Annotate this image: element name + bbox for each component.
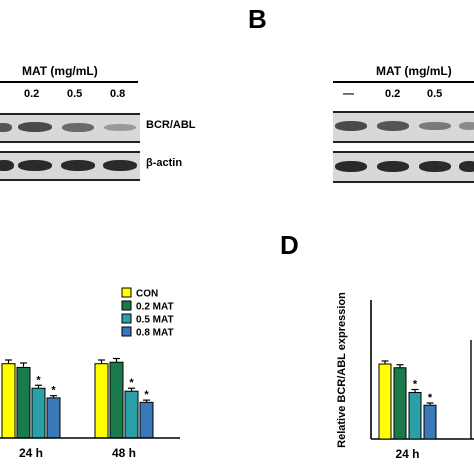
legend-swatch bbox=[121, 326, 132, 337]
blot-band bbox=[0, 123, 12, 132]
chart-bars: ** bbox=[378, 360, 437, 440]
panel-label-b: B bbox=[248, 4, 267, 34]
legend-swatch bbox=[121, 300, 132, 311]
legend-label: CON bbox=[136, 289, 158, 300]
blot-band bbox=[0, 160, 14, 171]
x-tick-label: 24 h bbox=[395, 447, 419, 461]
right-blot-header-line bbox=[333, 81, 474, 83]
significance-marker: * bbox=[428, 392, 433, 404]
left-lane-label: 0.8 bbox=[110, 88, 126, 100]
left-beta-actin-blot bbox=[0, 151, 140, 181]
right-bcr-abl-blot bbox=[333, 111, 474, 143]
bar bbox=[124, 390, 139, 439]
blot-band bbox=[419, 161, 451, 172]
right-beta-actin-blot bbox=[333, 151, 474, 183]
bar bbox=[139, 401, 154, 439]
x-tick-labels: 24 h 48 h bbox=[19, 446, 136, 460]
blot-band bbox=[103, 160, 137, 171]
protein-label-bcr-abl: BCR/ABL bbox=[146, 119, 196, 131]
significance-marker: * bbox=[51, 385, 56, 397]
right-lane-label: 0.5 bbox=[427, 88, 443, 100]
right-lane-label: 0.2 bbox=[385, 88, 401, 100]
left-blot-header-line bbox=[0, 81, 138, 83]
protein-label-beta-actin: β-actin bbox=[146, 157, 183, 169]
bar bbox=[16, 366, 31, 439]
blot-band bbox=[459, 122, 474, 130]
chart-legend: CON 0.2 MAT 0.5 MAT 0.8 MAT bbox=[121, 287, 174, 339]
legend-label: 0.2 MAT bbox=[136, 302, 174, 313]
significance-marker: * bbox=[413, 379, 418, 391]
x-tick-label: 24 h bbox=[19, 446, 43, 460]
bar-chart-left: CON 0.2 MAT 0.5 MAT 0.8 MAT * * * * 24 h 48 h bbox=[0, 287, 180, 460]
blot-band bbox=[335, 161, 367, 172]
left-lane-label: 0.5 bbox=[67, 88, 83, 100]
bar bbox=[378, 363, 392, 440]
bar bbox=[94, 363, 109, 439]
bar bbox=[408, 392, 422, 440]
significance-marker: * bbox=[36, 374, 41, 386]
chart-bars: * * * * bbox=[1, 357, 154, 439]
blot-band bbox=[61, 160, 95, 171]
right-lane-label: — bbox=[343, 88, 354, 100]
left-bcr-abl-blot bbox=[0, 113, 140, 143]
legend-label: 0.8 MAT bbox=[136, 328, 174, 339]
panel-label-d: D bbox=[280, 230, 299, 260]
legend-swatch bbox=[121, 313, 132, 324]
blot-band bbox=[459, 161, 474, 172]
x-tick-labels: 24 h bbox=[395, 447, 419, 461]
bar bbox=[46, 397, 61, 439]
bar bbox=[423, 404, 437, 440]
blot-band bbox=[18, 122, 52, 132]
significance-marker: * bbox=[129, 377, 134, 389]
blot-band bbox=[377, 161, 409, 172]
right-blot-header: MAT (mg/mL) bbox=[376, 64, 452, 78]
legend-label: 0.5 MAT bbox=[136, 315, 174, 326]
left-lane-label: 0.2 bbox=[24, 88, 40, 100]
bar-chart-right: Relative BCR/ABL expression ** 24 h bbox=[336, 292, 474, 461]
blot-band bbox=[335, 121, 367, 131]
blot-band bbox=[104, 124, 136, 131]
x-tick-label: 48 h bbox=[112, 446, 136, 460]
bar bbox=[1, 363, 16, 439]
y-axis-label: Relative BCR/ABL expression bbox=[336, 292, 348, 448]
bar bbox=[31, 387, 46, 439]
legend-swatch bbox=[121, 287, 132, 298]
bar bbox=[393, 367, 407, 440]
significance-marker: * bbox=[144, 389, 149, 401]
bar bbox=[109, 361, 124, 439]
blot-band bbox=[62, 123, 94, 132]
left-blot-header: MAT (mg/mL) bbox=[22, 64, 98, 78]
blot-band bbox=[18, 160, 52, 171]
blot-band bbox=[377, 121, 409, 131]
blot-band bbox=[419, 122, 451, 130]
